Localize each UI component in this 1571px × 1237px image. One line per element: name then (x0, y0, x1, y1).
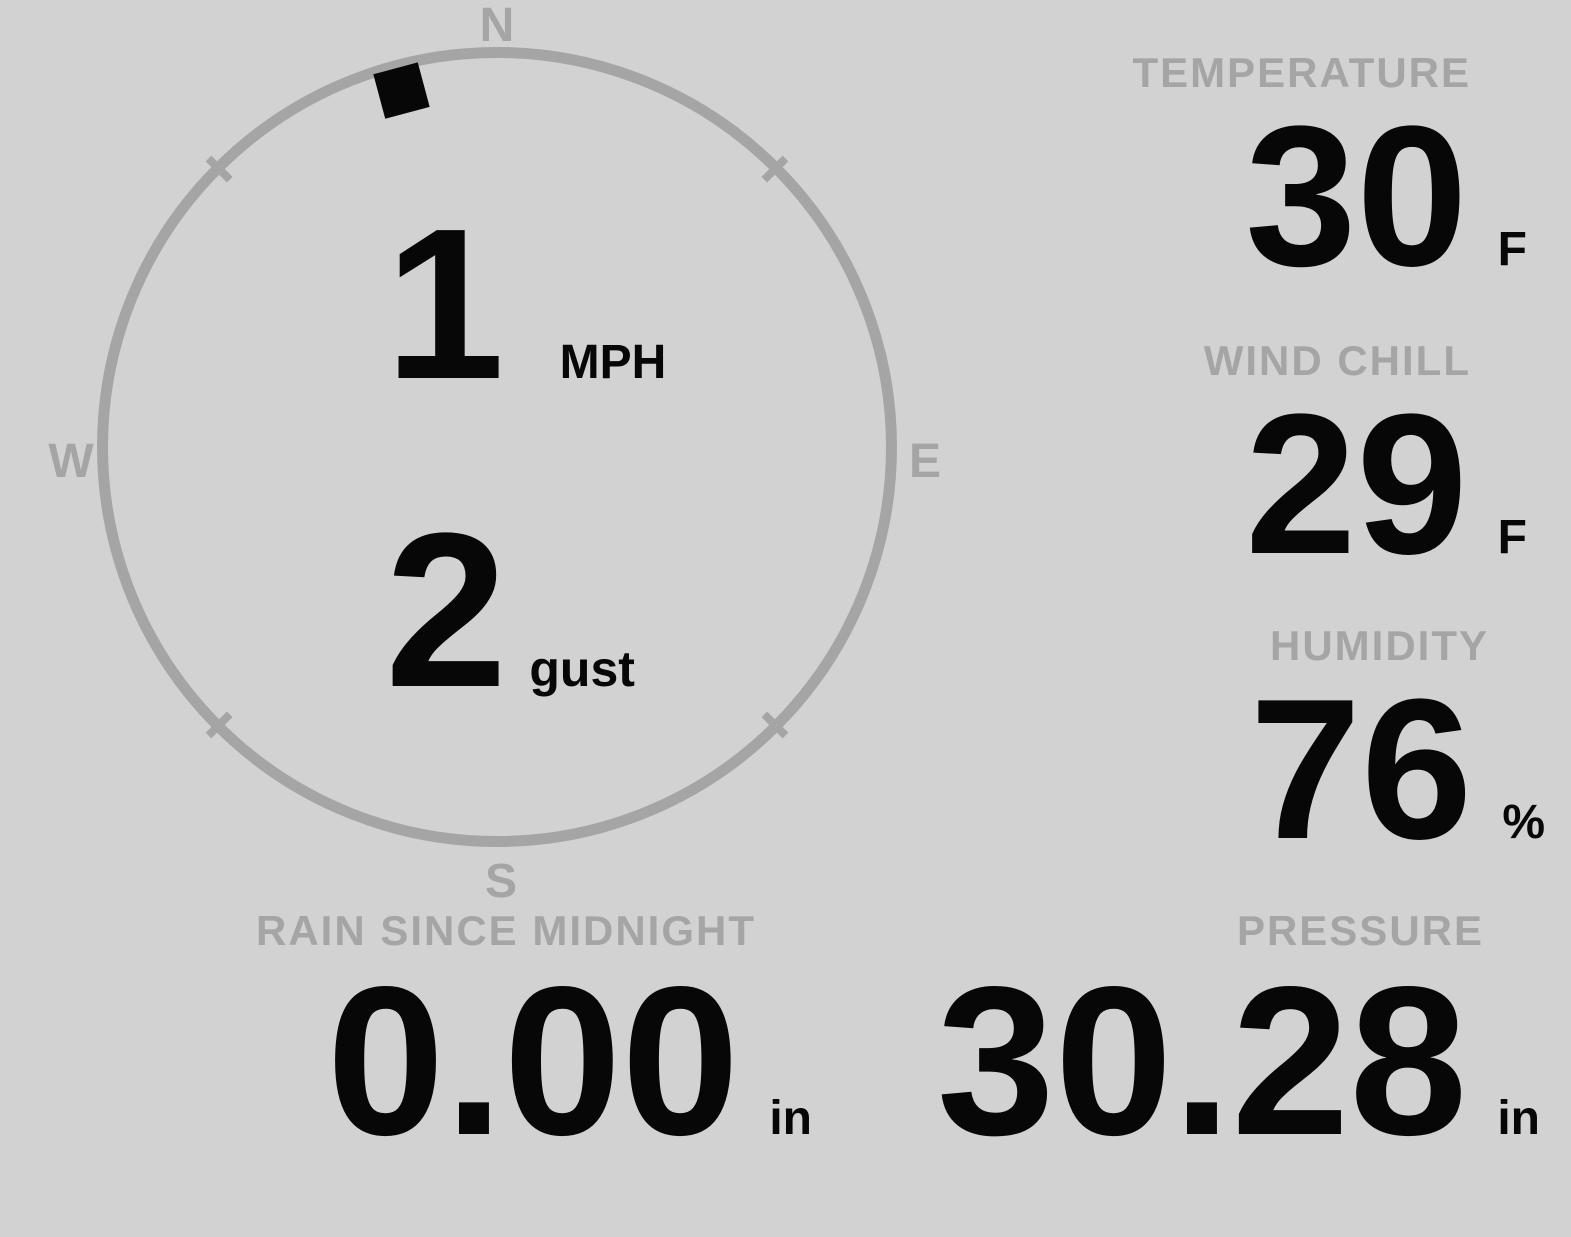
humidity-unit: % (1502, 796, 1545, 850)
pressure-label: PRESSURE (1236, 907, 1484, 954)
wind-speed-value: 1 (385, 183, 505, 424)
humidity-value: 76 (1249, 658, 1473, 882)
rain-since-midnight-readout: 0.00 in (326, 942, 812, 1180)
cardinal-west-label: W (48, 435, 94, 488)
pressure-unit: in (1497, 1092, 1540, 1146)
temperature-readout: 30 F (1245, 85, 1527, 309)
humidity-readout: 76 % (1249, 658, 1545, 882)
rain-since-midnight-value: 0.00 (326, 942, 740, 1180)
pressure-readout: 30.28 in (936, 942, 1540, 1180)
wind-chill-value: 29 (1245, 373, 1468, 597)
cardinal-north-label: N (479, 0, 515, 52)
wind-gust-value: 2 (385, 487, 508, 733)
compass-ring (97, 47, 897, 847)
metric-rain-since-midnight: RAIN SINCE MIDNIGHT 0.00 in (256, 907, 812, 1180)
wind-chill-unit: F (1497, 511, 1527, 565)
cardinal-east-label: E (908, 435, 942, 488)
metric-wind-chill: WIND CHILL 29 F (1203, 337, 1527, 597)
temperature-unit: F (1497, 223, 1527, 277)
rain-since-midnight-unit: in (769, 1092, 812, 1146)
wind-chill-label: WIND CHILL (1203, 337, 1471, 384)
temperature-label: TEMPERATURE (1132, 49, 1471, 96)
cardinal-south-label: S (484, 855, 518, 908)
temperature-value: 30 (1245, 85, 1468, 309)
rain-since-midnight-label: RAIN SINCE MIDNIGHT (256, 907, 756, 954)
metric-temperature: TEMPERATURE 30 F (1132, 49, 1527, 309)
wind-gust-readout: 2 gust (385, 500, 635, 720)
humidity-label: HUMIDITY (1270, 622, 1489, 669)
wind-speed-unit: MPH (559, 336, 667, 389)
wind-speed-readout: 1 MPH (385, 196, 666, 411)
wind-chill-readout: 29 F (1245, 373, 1527, 597)
pressure-value: 30.28 (936, 942, 1468, 1180)
metric-humidity: HUMIDITY 76 % (1249, 622, 1545, 882)
metric-pressure: PRESSURE 30.28 in (936, 907, 1540, 1180)
wind-gust-unit: gust (529, 641, 635, 697)
